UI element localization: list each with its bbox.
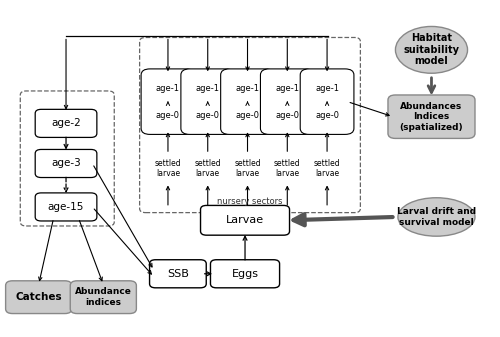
- Text: age-3: age-3: [51, 158, 81, 168]
- FancyBboxPatch shape: [35, 149, 97, 178]
- Text: age-1: age-1: [315, 85, 339, 93]
- Text: settled
larvae: settled larvae: [194, 159, 221, 178]
- FancyBboxPatch shape: [260, 69, 314, 134]
- Text: Habitat
suitability
model: Habitat suitability model: [404, 33, 460, 66]
- FancyBboxPatch shape: [140, 37, 360, 213]
- Text: nursery sectors: nursery sectors: [217, 197, 283, 206]
- FancyBboxPatch shape: [20, 91, 114, 226]
- FancyBboxPatch shape: [35, 193, 97, 221]
- Text: Catches: Catches: [16, 292, 62, 302]
- FancyBboxPatch shape: [6, 281, 71, 313]
- Text: age-1: age-1: [276, 85, 299, 93]
- FancyBboxPatch shape: [181, 69, 234, 134]
- Text: Abundances
Indices
(spatialized): Abundances Indices (spatialized): [400, 102, 464, 131]
- Text: Larvae: Larvae: [226, 215, 264, 225]
- FancyBboxPatch shape: [70, 281, 136, 313]
- Text: age-0: age-0: [236, 111, 260, 120]
- FancyBboxPatch shape: [300, 69, 354, 134]
- FancyBboxPatch shape: [35, 109, 97, 137]
- Text: age-1: age-1: [236, 85, 260, 93]
- Text: age-1: age-1: [156, 85, 180, 93]
- Text: settled
larvae: settled larvae: [314, 159, 340, 178]
- Text: age-0: age-0: [196, 111, 220, 120]
- Text: Abundance
indices: Abundance indices: [75, 287, 132, 307]
- FancyBboxPatch shape: [150, 260, 206, 288]
- FancyBboxPatch shape: [200, 206, 290, 235]
- Text: Eggs: Eggs: [232, 269, 258, 279]
- Text: age-0: age-0: [156, 111, 180, 120]
- FancyBboxPatch shape: [141, 69, 195, 134]
- FancyBboxPatch shape: [388, 95, 475, 139]
- Text: settled
larvae: settled larvae: [274, 159, 300, 178]
- FancyBboxPatch shape: [220, 69, 274, 134]
- Ellipse shape: [396, 27, 468, 73]
- Ellipse shape: [398, 198, 475, 236]
- Text: settled
larvae: settled larvae: [234, 159, 261, 178]
- Text: age-0: age-0: [315, 111, 339, 120]
- Text: age-1: age-1: [196, 85, 220, 93]
- Text: age-0: age-0: [276, 111, 299, 120]
- FancyBboxPatch shape: [210, 260, 280, 288]
- Text: Larval drift and
survival model: Larval drift and survival model: [397, 207, 476, 227]
- Text: age-2: age-2: [51, 118, 81, 128]
- Text: age-15: age-15: [48, 202, 84, 212]
- Text: settled
larvae: settled larvae: [154, 159, 182, 178]
- Text: SSB: SSB: [167, 269, 189, 279]
